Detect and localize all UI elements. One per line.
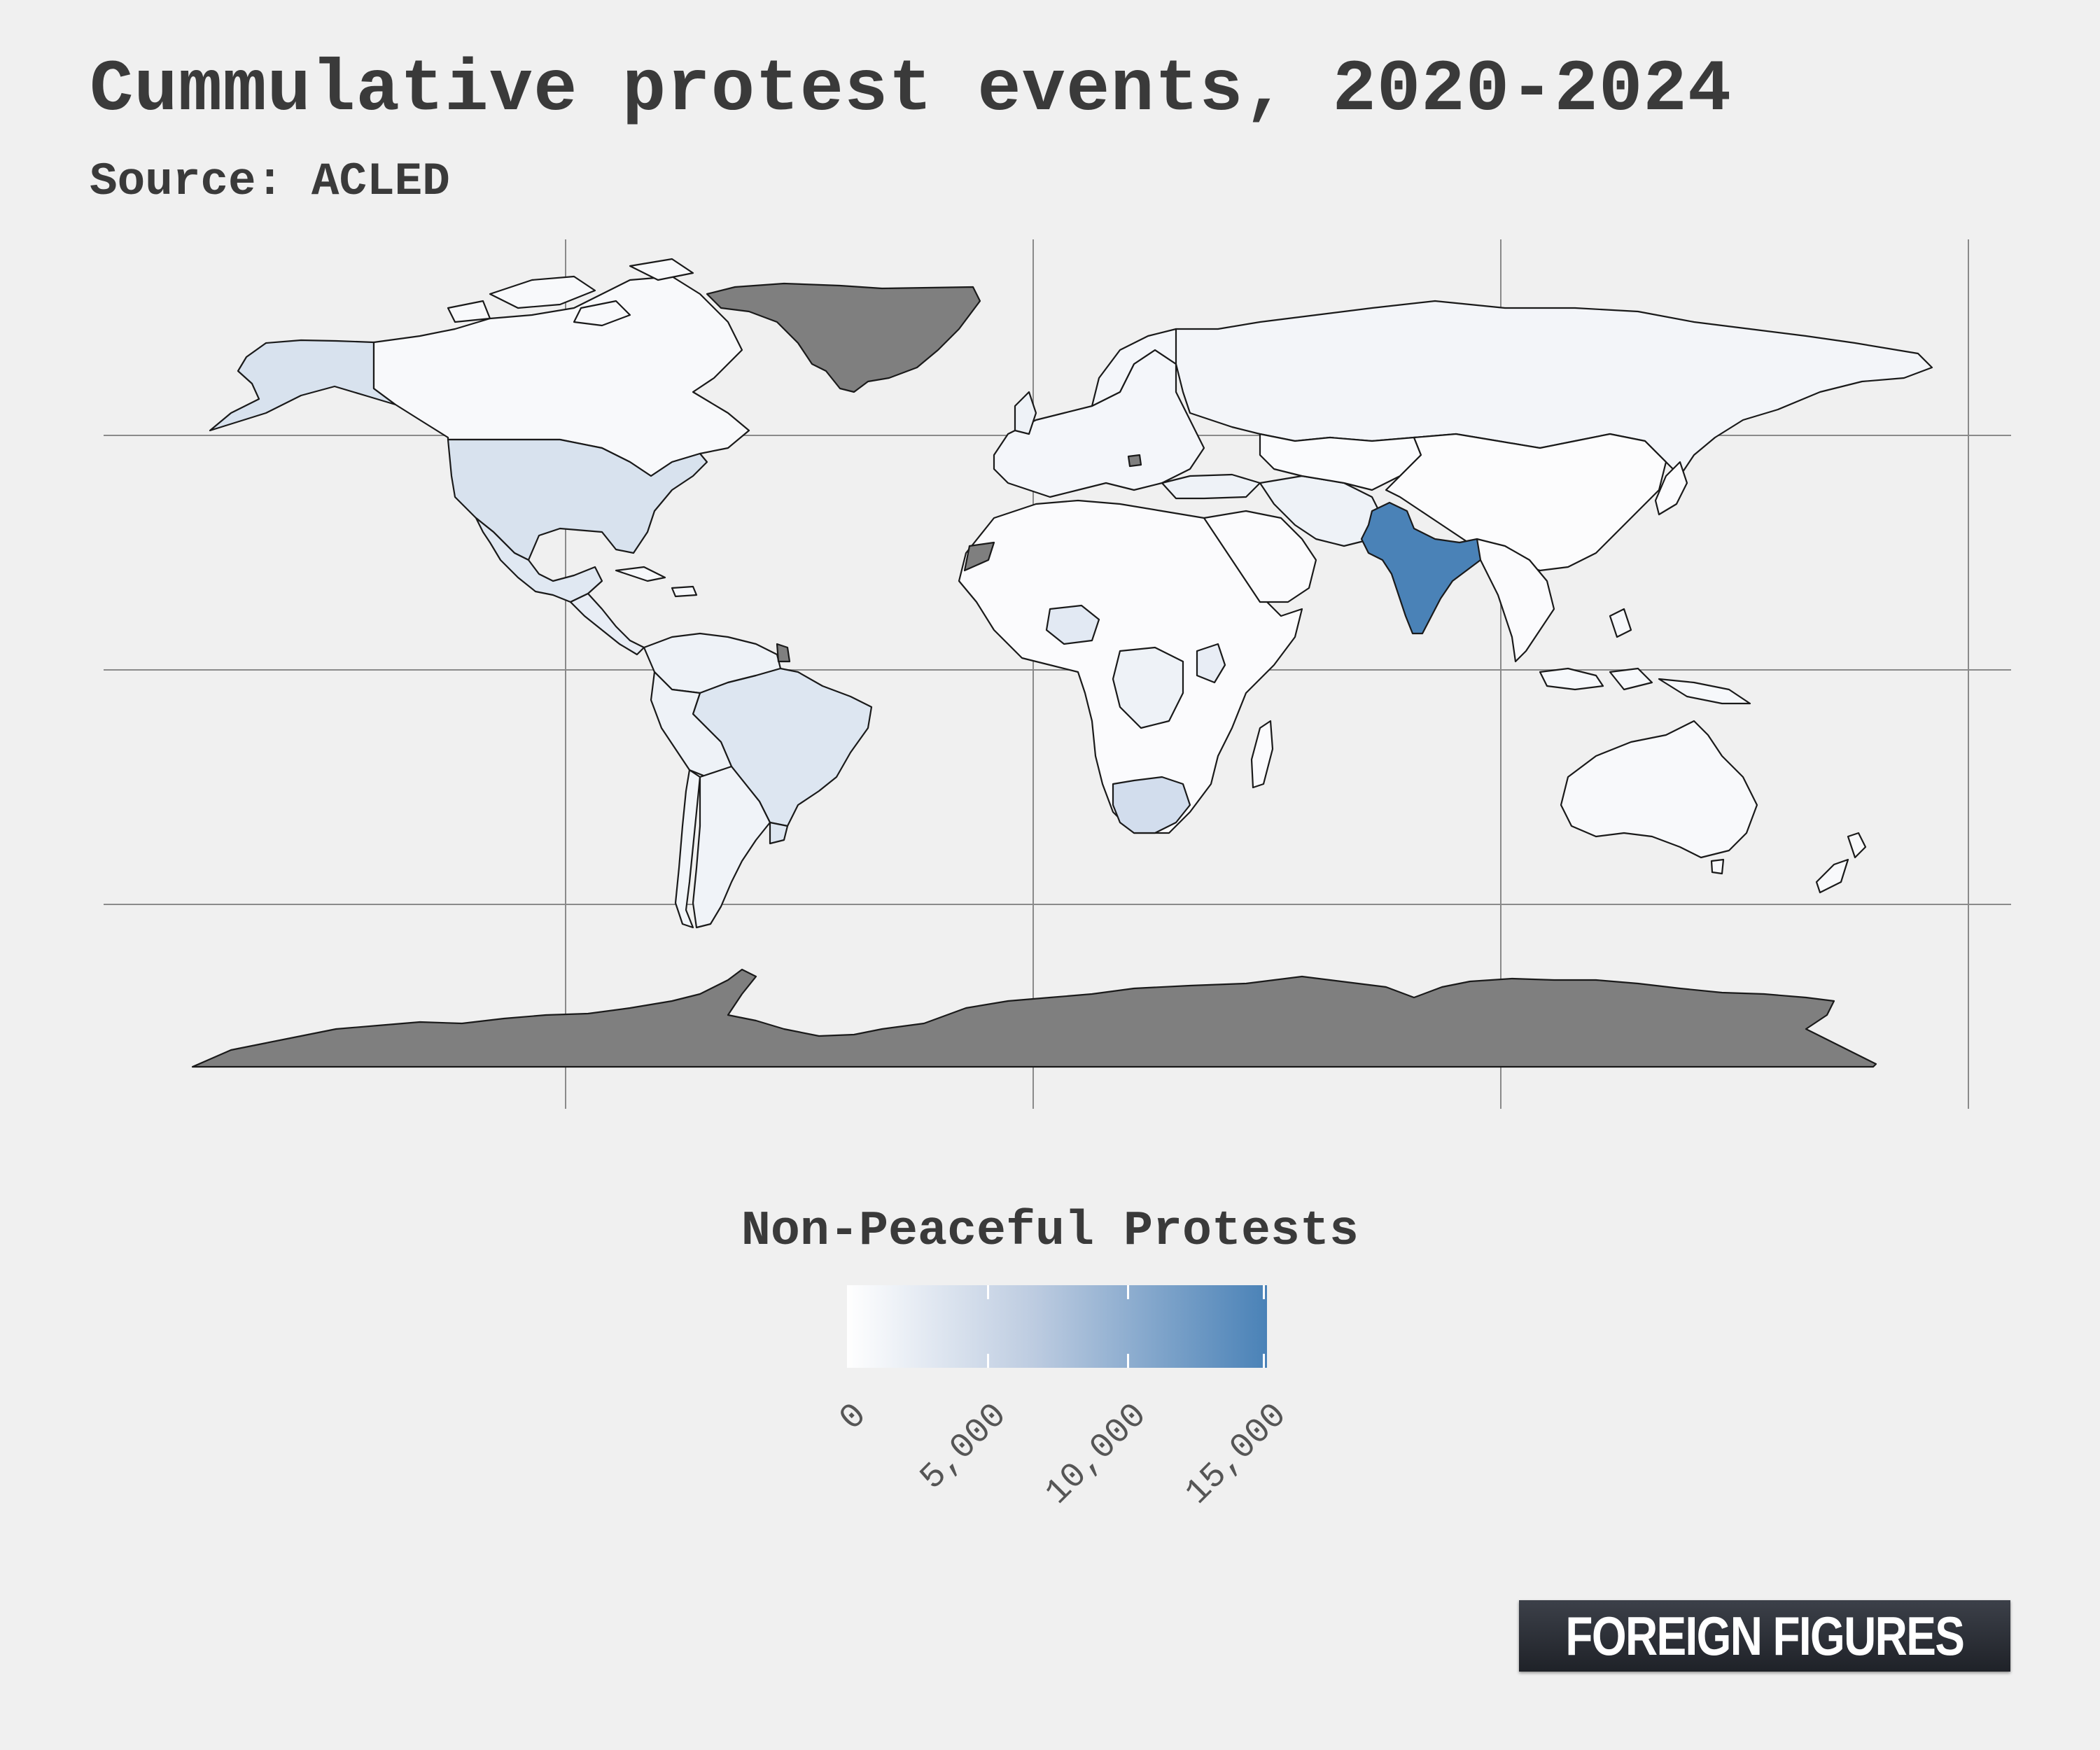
region-chile <box>674 769 701 929</box>
region-antarctica <box>191 968 1877 1068</box>
region-guyana-nodata <box>776 643 791 663</box>
region-australia <box>1560 720 1758 859</box>
legend-tick-mark <box>1127 1285 1129 1299</box>
region-alaska <box>209 339 397 432</box>
region-tasmania <box>1710 858 1725 875</box>
chart-title: Cummulative protest events, 2020-2024 <box>90 49 1732 132</box>
region-mexico <box>475 517 603 603</box>
region-japan <box>1654 461 1688 516</box>
region-middle-east <box>1203 510 1317 603</box>
region-new-zealand <box>1815 832 1867 894</box>
region-turkey <box>1161 473 1261 500</box>
region-central-america <box>569 592 645 656</box>
legend-tick-mark <box>987 1285 989 1299</box>
foreign-figures-logo: FOREIGN FIGURES <box>1519 1600 2010 1672</box>
legend-tick-mark <box>1263 1354 1265 1368</box>
region-uk <box>1014 391 1037 435</box>
chart-subtitle: Source: ACLED <box>90 155 450 208</box>
region-kenya <box>1196 643 1226 684</box>
region-south-africa <box>1112 776 1191 834</box>
region-kosovo-nodata <box>1127 454 1142 468</box>
region-western-sahara-nodata <box>963 541 995 572</box>
region-indonesia <box>1539 608 1751 705</box>
logo-text: FOREIGN FIGURES <box>1565 1604 1965 1667</box>
region-arctic-islands <box>447 258 694 327</box>
legend-tick-mark <box>1127 1354 1129 1368</box>
region-europe <box>993 349 1205 498</box>
region-dr-congo <box>1112 646 1184 729</box>
region-southeast-asia <box>1476 538 1555 663</box>
region-nigeria <box>1045 604 1100 645</box>
legend-tick-mark <box>1263 1285 1265 1299</box>
legend-title: Non-Peaceful Protests <box>741 1204 1359 1259</box>
region-china <box>1385 433 1667 572</box>
region-madagascar <box>1250 720 1274 789</box>
world-map <box>104 239 2011 1109</box>
legend-tick-mark <box>987 1354 989 1368</box>
region-india <box>1360 501 1492 635</box>
region-argentina <box>692 765 771 929</box>
legend-colorbar <box>847 1285 1267 1368</box>
region-uruguay <box>769 821 789 845</box>
region-caribbean <box>615 566 698 598</box>
region-greenland <box>706 282 981 393</box>
